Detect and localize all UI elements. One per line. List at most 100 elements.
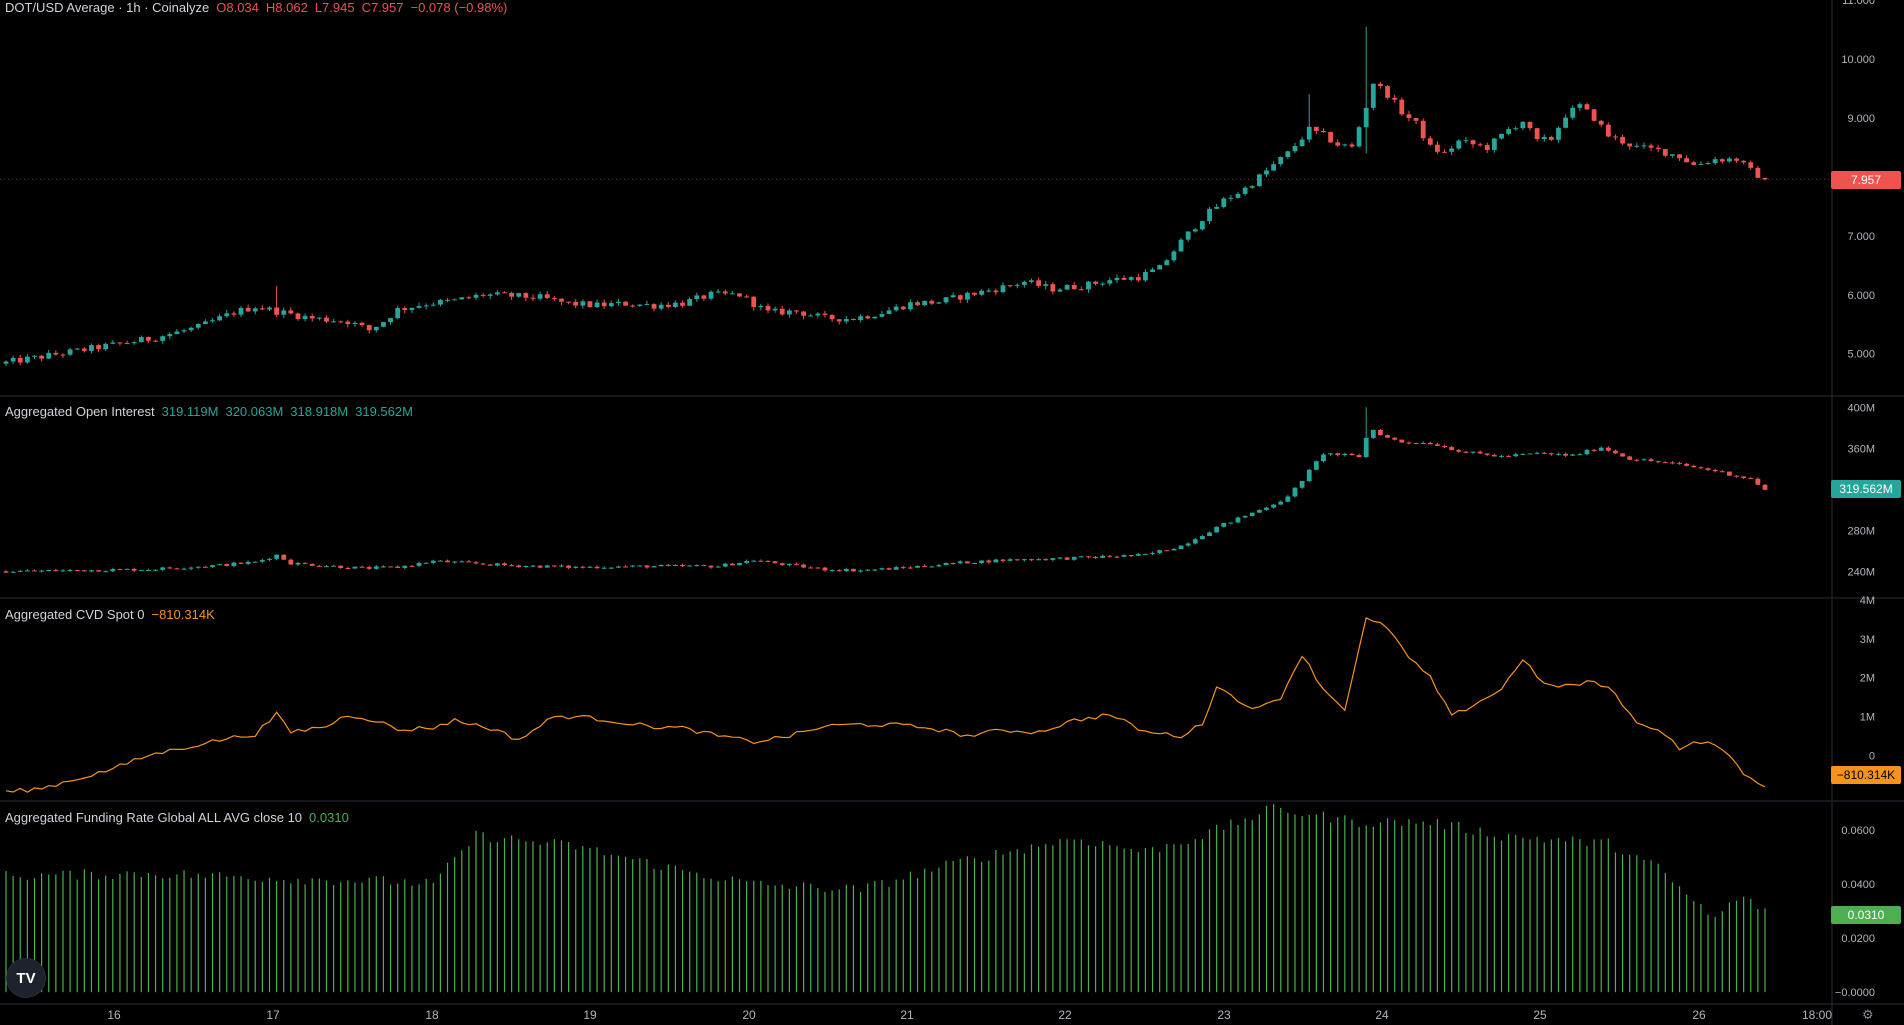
oi-candle: [751, 560, 757, 562]
price-candle: [544, 294, 550, 298]
oi-candle: [366, 567, 372, 569]
price-candle: [1499, 133, 1504, 139]
funding-bar: [859, 891, 862, 993]
oi-candle: [39, 570, 45, 572]
cvd-axis-tick: 2M: [1860, 673, 1875, 685]
oi-candle: [494, 563, 500, 566]
oi-candle: [1484, 453, 1490, 455]
funding-bar: [1458, 822, 1460, 993]
oi-candle: [580, 566, 586, 568]
tradingview-logo-icon[interactable]: TV: [6, 958, 46, 998]
funding-axis-tick: 0.0200: [1841, 933, 1875, 945]
price-candle: [886, 310, 892, 314]
funding-bar: [1557, 838, 1560, 993]
price-candle: [794, 310, 799, 312]
oi-axis-tick: 400M: [1847, 402, 1875, 414]
funding-bar: [696, 872, 698, 993]
oi-candle: [1242, 516, 1248, 518]
oi-candle: [1328, 453, 1333, 455]
funding-bar: [454, 856, 456, 993]
price-candle: [979, 290, 985, 295]
price-candle: [922, 300, 928, 306]
funding-bar: [838, 889, 840, 993]
oi-candle: [1655, 461, 1661, 463]
price-candle: [851, 318, 856, 321]
cvd-legend-value: −810.314K: [151, 607, 215, 622]
price-candle: [309, 315, 315, 319]
funding-bar: [147, 872, 150, 993]
funding-bar: [1137, 852, 1139, 993]
funding-bar: [681, 870, 684, 993]
gear-icon[interactable]: ⚙: [1862, 1007, 1874, 1022]
funding-bar: [738, 879, 741, 993]
oi-candle: [1128, 555, 1134, 557]
oi-candle: [1356, 455, 1362, 458]
funding-bar: [1365, 825, 1367, 993]
price-candle: [1406, 114, 1412, 119]
funding-bar: [774, 885, 776, 993]
funding-bar: [197, 873, 199, 993]
funding-bar: [1109, 845, 1111, 993]
funding-bar: [19, 877, 21, 993]
oi-candle: [53, 570, 59, 572]
oi-candle: [117, 569, 123, 571]
oi-candle: [637, 565, 643, 567]
funding-bar: [617, 855, 620, 993]
oi-candle: [1548, 453, 1554, 455]
funding-bar: [525, 841, 527, 993]
cvd-line: [5, 617, 1766, 793]
price-candle: [203, 321, 208, 324]
funding-bar: [1216, 824, 1218, 993]
funding-bar: [1123, 848, 1125, 993]
funding-bar: [169, 877, 171, 993]
funding-bar: [1280, 807, 1282, 993]
oi-candle: [60, 570, 66, 572]
funding-bar: [1016, 849, 1018, 993]
oi-candle: [452, 561, 458, 563]
price-axis-tick: 6.000: [1847, 290, 1875, 302]
price-candle: [1271, 164, 1277, 171]
price-candle: [409, 307, 415, 311]
oi-candle: [1577, 454, 1583, 456]
oi-candle: [1249, 512, 1255, 517]
price-candle: [1598, 120, 1604, 125]
oi-candle: [24, 570, 30, 572]
funding-bar: [1258, 814, 1260, 993]
funding-legend-title: Aggregated Funding Rate Global ALL AVG c…: [5, 810, 303, 825]
funding-bar: [1151, 847, 1154, 993]
oi-candle: [274, 554, 280, 559]
funding-bar: [1294, 814, 1296, 993]
price-candle: [1563, 117, 1568, 128]
price-candle: [1342, 144, 1348, 146]
price-candle: [1356, 127, 1362, 147]
price-candle: [573, 301, 579, 306]
price-last-tag: 7.957: [1831, 171, 1901, 189]
funding-bar: [1429, 824, 1431, 993]
price-candle: [359, 322, 365, 326]
price-candle: [1605, 124, 1611, 137]
price-candle: [722, 291, 728, 294]
oi-candle: [537, 565, 543, 568]
oi-candle: [338, 565, 344, 569]
price-candle: [1755, 167, 1761, 178]
funding-bar: [1273, 804, 1275, 993]
price-candle: [1363, 107, 1369, 128]
time-axis-label: 18:00: [1802, 1008, 1832, 1022]
funding-bar: [674, 865, 677, 993]
oi-candle: [1435, 444, 1440, 446]
price-candle: [1249, 186, 1255, 188]
price-candle: [1748, 162, 1754, 168]
price-candle: [879, 313, 885, 317]
oi-candle: [701, 565, 707, 567]
funding-bar: [1436, 819, 1439, 993]
oi-candle: [1278, 501, 1284, 505]
time-axis-label: 20: [742, 1008, 756, 1022]
price-candle: [67, 349, 73, 355]
funding-bar: [1629, 854, 1631, 993]
oi-candle: [1043, 559, 1049, 561]
funding-bar: [1009, 851, 1011, 993]
oi-candle: [893, 567, 899, 570]
oi-candle: [103, 571, 109, 573]
funding-bar: [1664, 872, 1666, 993]
